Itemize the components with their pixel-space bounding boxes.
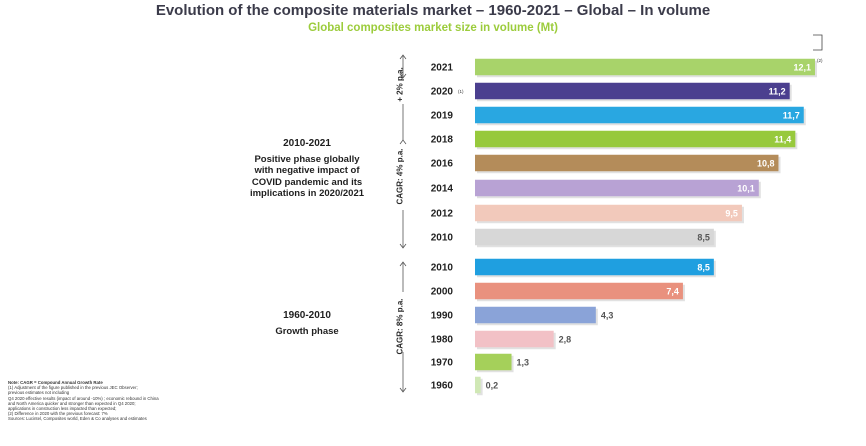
category-label: 2021 — [431, 63, 454, 74]
bar — [475, 376, 481, 394]
bar — [475, 106, 804, 124]
value-label: 10,8 — [757, 159, 775, 169]
phase-2010-2021-title: 2010-2021 — [283, 138, 331, 149]
value-label: 7,4 — [666, 287, 679, 297]
footnote-line: (1) Adjustment of the figure published i… — [8, 385, 138, 391]
value-label: 1,3 — [517, 358, 530, 368]
bar — [475, 228, 714, 246]
cagr-4pct-arrow-head — [399, 139, 407, 145]
cagr-8pct-arrow-tail — [399, 387, 407, 393]
value-label: 11,2 — [769, 87, 786, 97]
bar — [475, 58, 815, 76]
footnote-line: Note: CAGR = Compound Annual Growth Rate — [8, 380, 103, 385]
phase-2010-2021-line: Positive phase globally — [254, 153, 360, 165]
forecast-difference-bracket — [813, 34, 823, 51]
footnote-line: and North America quicker and stronger t… — [8, 400, 136, 406]
category-label: 2014 — [431, 184, 454, 195]
footnote-line: previous estimates not including — [8, 390, 70, 396]
page-title: Evolution of the composite materials mar… — [155, 2, 711, 19]
cagr-2pct-label: + 2% p.a. — [395, 67, 405, 102]
footnote-mark: (2) — [817, 58, 823, 63]
bar — [475, 179, 759, 197]
value-label: 11,7 — [783, 111, 800, 121]
footnote-mark: (1) — [458, 89, 464, 94]
bar — [475, 330, 554, 348]
category-label: 2000 — [431, 287, 454, 298]
value-label: 4,3 — [601, 311, 614, 321]
value-label: 11,4 — [774, 135, 791, 145]
phase-2010-2021-label: 2010-2021 Positive phase globally with n… — [222, 138, 392, 200]
category-label: 2020 — [431, 87, 454, 98]
cagr-8pct-label: CAGR: 8% p.a. — [395, 298, 405, 355]
category-label: 1960 — [431, 381, 454, 392]
value-label: 12,1 — [793, 63, 811, 73]
cagr-4pct-label: CAGR: 4% p.a. — [395, 148, 405, 205]
footnote-line: Q4 2020 effective results (impact of aro… — [8, 395, 159, 401]
category-label: 1970 — [431, 358, 454, 369]
cagr-2pct-arrow-top-head — [399, 54, 407, 60]
footnote-line: applications in construction less impact… — [8, 406, 117, 412]
footnote-line: (2) Difference in 2020 with the previous… — [8, 411, 108, 417]
phase-2010-2021-line: implications in 2020/2021 — [249, 188, 365, 199]
category-label: 2018 — [431, 135, 454, 146]
bar — [475, 154, 779, 172]
bar — [475, 282, 683, 300]
phase-1960-2010-line: Growth phase — [275, 325, 339, 337]
footnote-line: Sources: Lucintel, Composites world, Ede… — [8, 416, 147, 422]
phase-1960-2010-title: 1960-2010 — [283, 310, 331, 321]
bar — [475, 306, 596, 324]
value-label: 8,5 — [697, 233, 710, 243]
bar — [475, 204, 742, 222]
phase-2010-2021-line: COVID pandemic and its — [251, 176, 363, 188]
cagr-8pct-arrow-head — [399, 261, 407, 267]
bar — [475, 82, 790, 100]
cagr-2pct-arrow-top-tail — [399, 73, 407, 79]
category-label: 2012 — [431, 209, 454, 220]
category-label: 2019 — [431, 111, 454, 122]
value-label: 10,1 — [737, 184, 755, 194]
value-label: 9,5 — [725, 209, 738, 219]
footnotes: Note: CAGR = Compound Annual Growth Rate… — [8, 380, 238, 422]
category-label: 2016 — [431, 159, 454, 170]
value-label: 2,8 — [559, 335, 572, 345]
value-label: 0,2 — [486, 381, 499, 391]
bar — [475, 130, 796, 148]
category-label: 1980 — [431, 335, 454, 346]
value-label: 8,5 — [697, 263, 710, 273]
bar — [475, 258, 714, 276]
chart-subtitle: Global composites market size in volume … — [308, 22, 558, 34]
category-label: 1990 — [431, 311, 454, 322]
cagr-4pct-arrow-tail — [399, 243, 407, 249]
bar — [475, 353, 512, 371]
category-label: 2010 — [431, 263, 454, 274]
phase-1960-2010-label: 1960-2010 Growth phase — [222, 310, 392, 337]
category-label: 2010 — [431, 233, 454, 244]
phase-2010-2021-line: with negative impact of — [254, 165, 360, 176]
